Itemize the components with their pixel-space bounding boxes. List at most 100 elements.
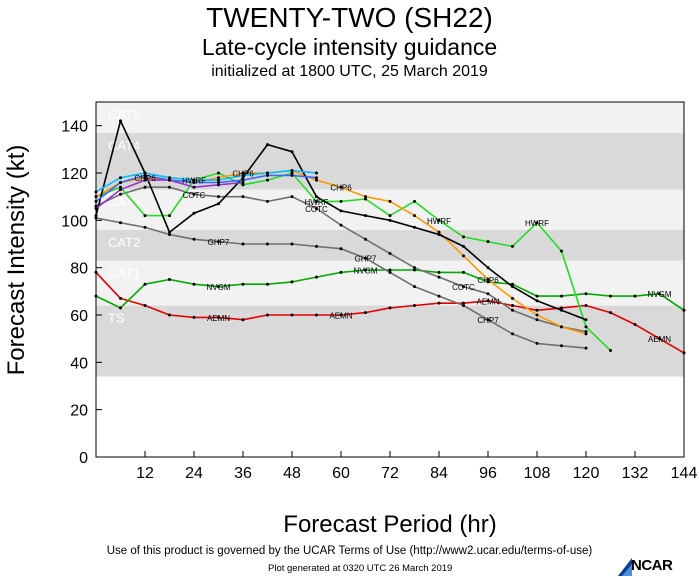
series-label-ghp7: GHP7 bbox=[355, 255, 377, 264]
series-labels: AEMN AEMN AEMN AEMN NVGM NVGM NVGM GHP7 GHP7 CHP7… bbox=[134, 170, 672, 345]
series-point-ghp7 bbox=[192, 237, 196, 241]
series-point-aemn bbox=[633, 322, 637, 326]
category-bands: TS CAT1 CAT2 CAT3 CAT4 CAT5 bbox=[96, 102, 684, 377]
series-point-unlabeled-9 bbox=[217, 183, 220, 187]
series-point-hwrf bbox=[290, 171, 294, 175]
series-point-unlabeled-6 bbox=[560, 308, 563, 312]
series-point-chp6 bbox=[437, 230, 441, 234]
series-point-hwrf bbox=[241, 183, 245, 187]
series-point-nvgm bbox=[119, 306, 122, 310]
series-point-unlabeled-8 bbox=[119, 180, 122, 184]
series-point-aemn bbox=[290, 313, 294, 317]
series-point-ghp7 bbox=[241, 242, 245, 246]
x-tick-label: 48 bbox=[283, 465, 301, 482]
series-label-aemn: AEMN bbox=[648, 335, 671, 344]
series-label-cotc: COTC bbox=[452, 283, 475, 292]
series-point-cotc bbox=[339, 223, 343, 227]
series-point-nvgm bbox=[413, 268, 416, 272]
series-point-cotc bbox=[217, 195, 220, 199]
x-tick-label: 132 bbox=[622, 465, 649, 482]
series-point-unlabeled-6 bbox=[413, 225, 416, 229]
series-point-nvgm bbox=[658, 292, 661, 296]
series-point-ghp7 bbox=[315, 244, 318, 248]
series-point-nvgm bbox=[535, 294, 539, 298]
series-label-chp7: CHP7 bbox=[477, 316, 499, 325]
y-tick-label: 0 bbox=[79, 450, 88, 467]
series-point-unlabeled-8 bbox=[217, 180, 220, 184]
series-point-ghp7 bbox=[584, 346, 588, 350]
y-tick-label: 120 bbox=[61, 166, 88, 183]
series-point-nvgm bbox=[217, 285, 220, 289]
x-axis-label: Forecast Period (hr) bbox=[283, 511, 496, 538]
series-point-hwrf bbox=[217, 171, 220, 175]
series-label-chp6: CHP6 bbox=[477, 276, 499, 285]
series-point-ghp7 bbox=[266, 242, 269, 246]
x-tick-label: 144 bbox=[671, 465, 698, 482]
series-point-hwrf bbox=[168, 214, 171, 218]
series-point-hwrf bbox=[339, 199, 343, 203]
series-point-unlabeled-8 bbox=[290, 173, 294, 177]
ncar-logo-text: NCAR bbox=[631, 557, 673, 574]
series-point-unlabeled-6 bbox=[266, 143, 269, 147]
series-point-unlabeled-6 bbox=[168, 230, 171, 234]
series-point-hwrf bbox=[413, 199, 416, 203]
series-point-aemn bbox=[364, 311, 367, 315]
axes: 12 24 36 48 60 72 84 96 108 120 132 144 0 20 40 60 80 100… bbox=[61, 119, 697, 482]
series-point-cotc bbox=[486, 292, 490, 296]
series-point-cotc bbox=[241, 195, 245, 199]
series-point-unlabeled-6 bbox=[364, 214, 367, 218]
series-point-cotc bbox=[266, 199, 269, 203]
y-tick-label: 100 bbox=[61, 213, 88, 230]
series-point-nvgm bbox=[143, 282, 147, 286]
y-tick-label: 20 bbox=[70, 403, 88, 420]
series-point-unlabeled-6 bbox=[241, 176, 245, 180]
chart-title: TWENTY-TWO (SH22) bbox=[206, 2, 493, 33]
series-point-nvgm bbox=[168, 278, 171, 281]
series-point-unlabeled-8 bbox=[266, 173, 269, 177]
series-point-nvgm bbox=[609, 294, 612, 298]
series-point-hwrf bbox=[511, 244, 514, 248]
series-point-unlabeled-9 bbox=[168, 178, 171, 182]
series-label-hwrf: HWRF bbox=[305, 198, 329, 207]
x-tick-label: 96 bbox=[479, 465, 497, 482]
series-point-hwrf bbox=[315, 199, 318, 203]
series-point-hwrf bbox=[437, 218, 441, 222]
series-point-unlabeled-7 bbox=[290, 169, 294, 173]
x-tick-label: 24 bbox=[185, 465, 203, 482]
series-point-unlabeled-8 bbox=[192, 180, 196, 184]
x-tick-label: 36 bbox=[234, 465, 252, 482]
series-label-hwrf: HWRF bbox=[182, 177, 206, 186]
series-label-nvgm: NVGM bbox=[207, 283, 231, 292]
series-point-ghp7 bbox=[462, 304, 465, 308]
series-point-nvgm bbox=[633, 294, 637, 298]
series-point-cotc bbox=[511, 308, 514, 312]
series-point-unlabeled-9 bbox=[143, 178, 147, 182]
series-point-aemn bbox=[192, 315, 196, 319]
series-point-aemn bbox=[94, 270, 98, 274]
series-point-hwrf bbox=[609, 349, 612, 352]
y-tick-label: 80 bbox=[70, 261, 88, 278]
series-point-chp6 bbox=[143, 176, 147, 180]
series-label-aemn: AEMN bbox=[207, 314, 230, 323]
series-point-unlabeled-7 bbox=[94, 190, 98, 194]
chart-subtitle: Late-cycle intensity guidance bbox=[201, 34, 498, 60]
series-point-nvgm bbox=[584, 292, 588, 296]
series-point-hwrf bbox=[462, 235, 465, 239]
series-point-cotc bbox=[584, 330, 588, 334]
band-cat2 bbox=[96, 229, 684, 261]
x-tick-label: 60 bbox=[332, 465, 350, 482]
band-label-cat4: CAT4 bbox=[108, 138, 140, 153]
series-point-aemn bbox=[437, 301, 441, 305]
series-point-nvgm bbox=[560, 294, 563, 298]
series-point-unlabeled-8 bbox=[143, 173, 147, 177]
y-tick-label: 140 bbox=[61, 119, 88, 136]
series-point-cotc bbox=[94, 204, 98, 208]
series-point-unlabeled-7 bbox=[315, 171, 318, 175]
y-axis-label: Forecast Intensity (kt) bbox=[3, 145, 30, 376]
series-point-cotc bbox=[119, 192, 122, 196]
series-point-nvgm bbox=[437, 270, 441, 274]
series-point-cotc bbox=[437, 275, 441, 279]
band-label-cat1: CAT1 bbox=[108, 266, 140, 281]
series-point-unlabeled-6 bbox=[462, 244, 465, 248]
